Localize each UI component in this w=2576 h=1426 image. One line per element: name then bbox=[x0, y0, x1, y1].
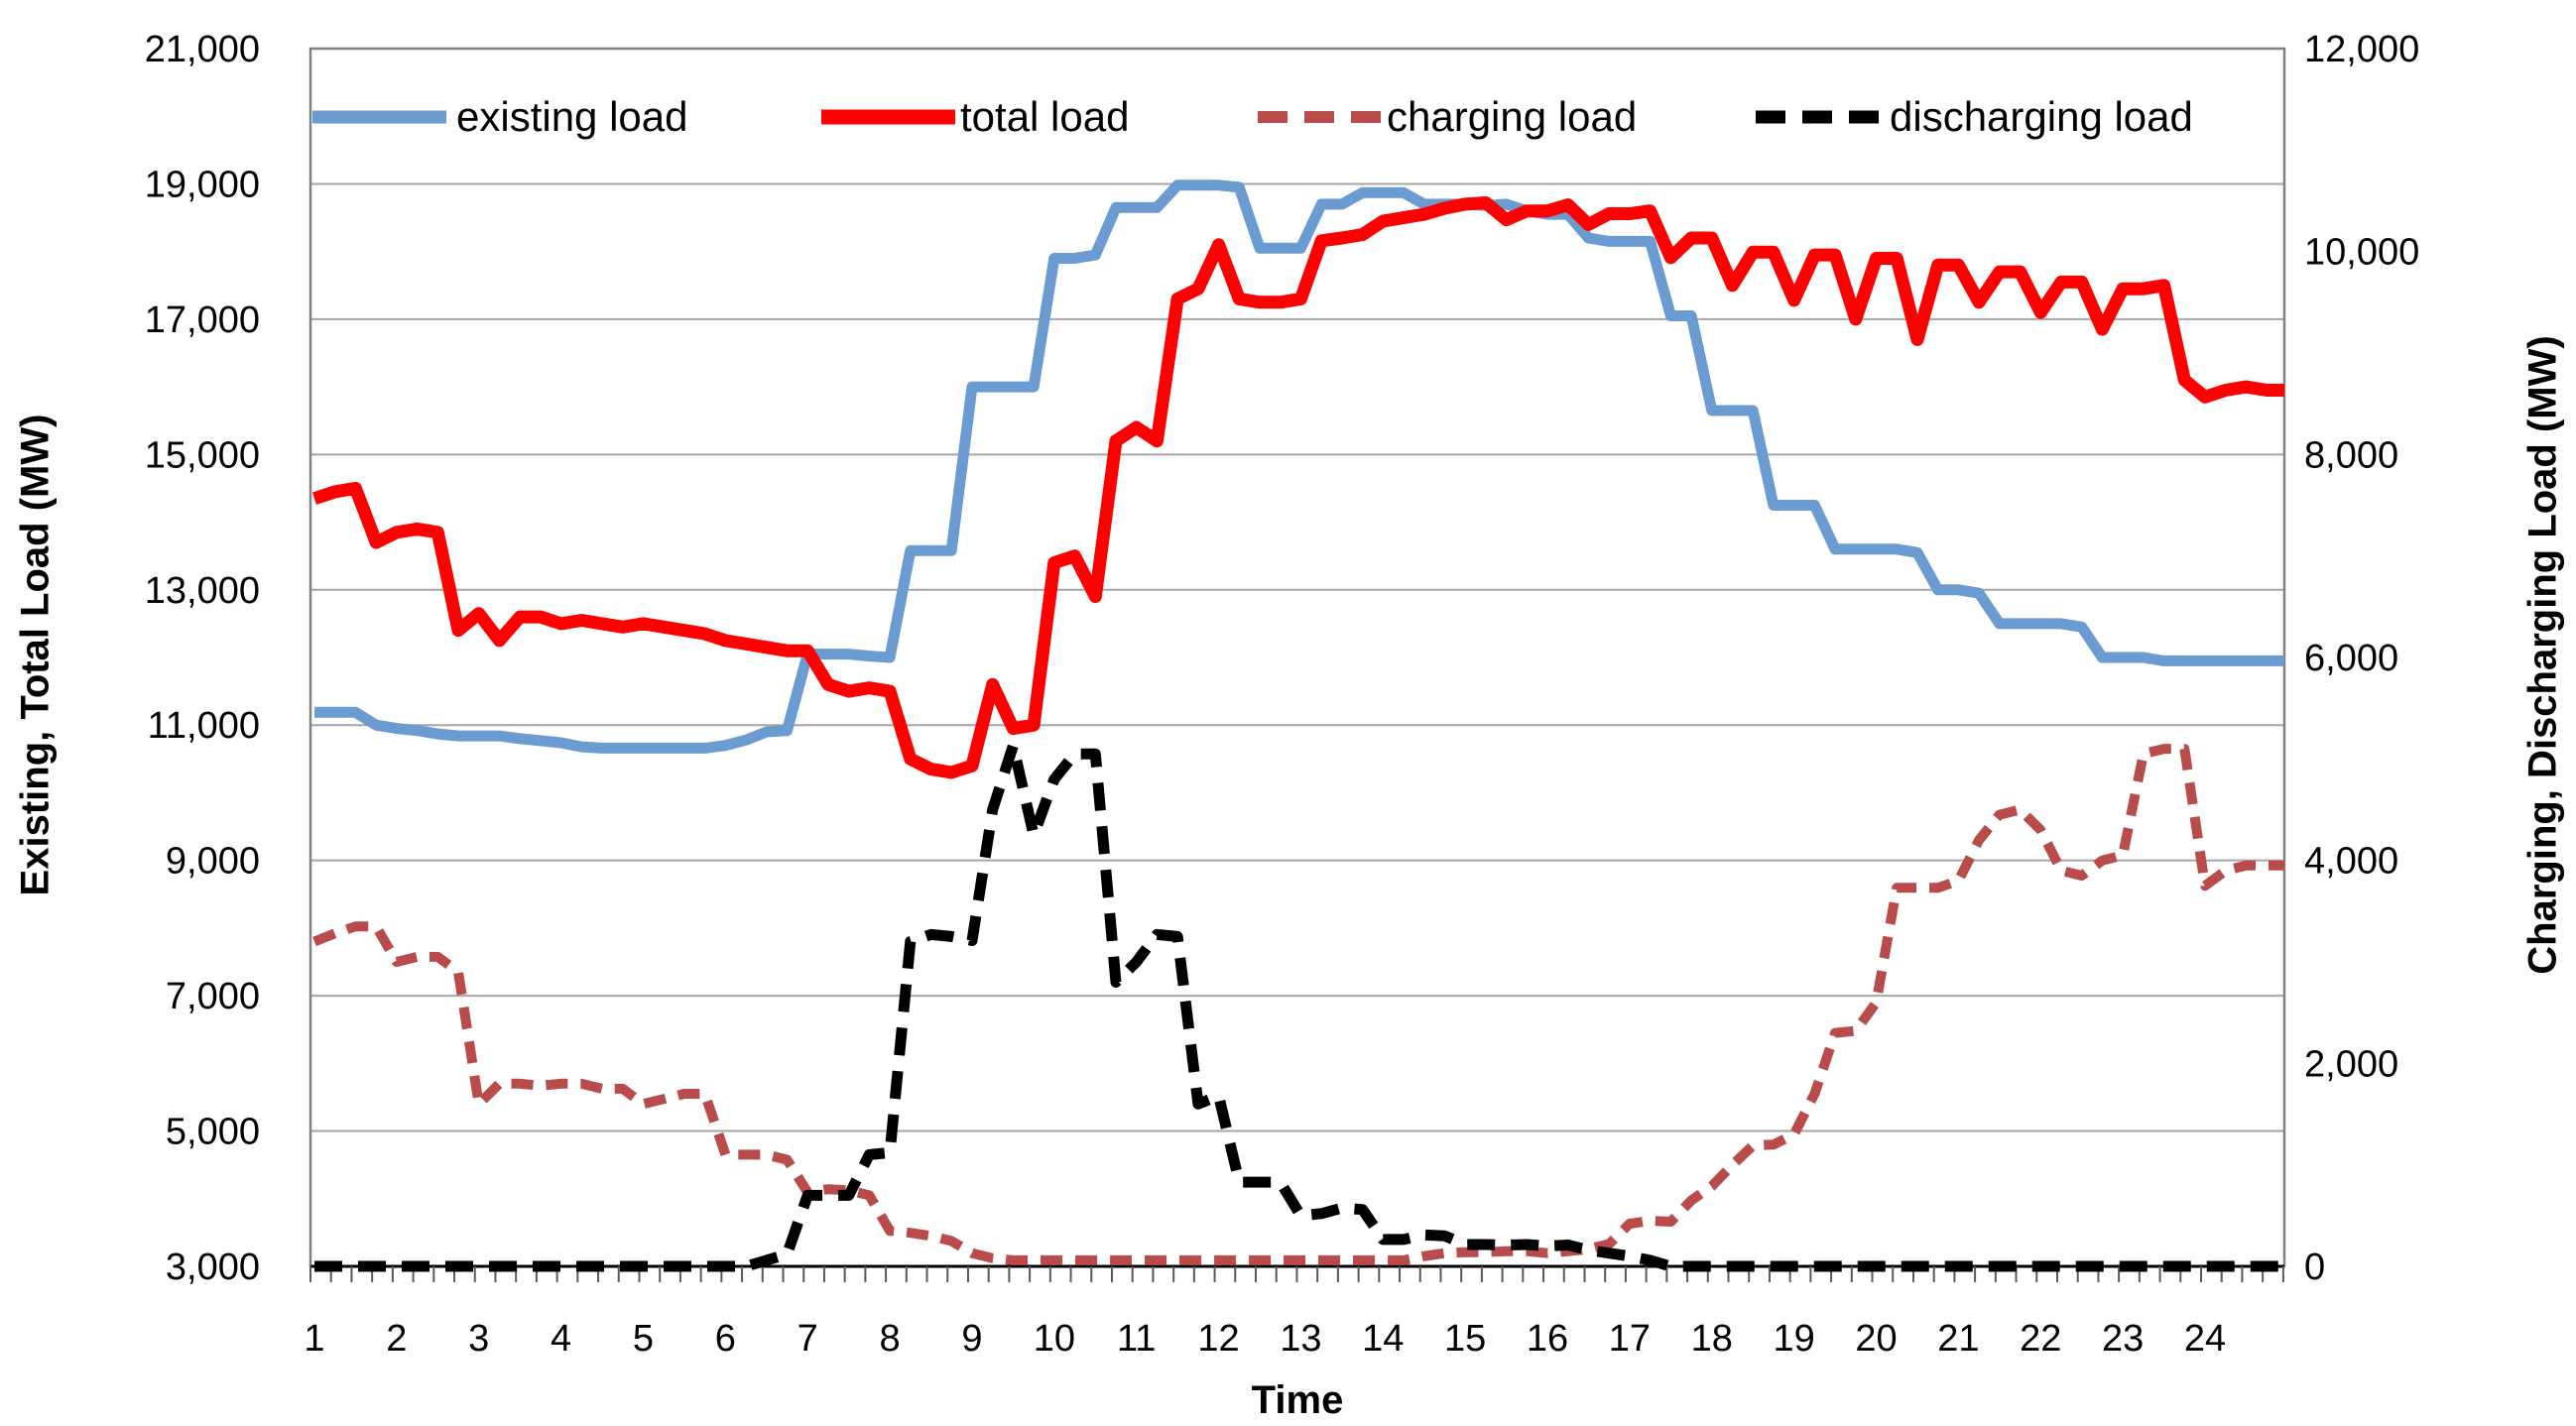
x-tick-label: 13 bbox=[1280, 1318, 1321, 1360]
x-tick-label: 5 bbox=[633, 1318, 654, 1360]
x-tick-label: 20 bbox=[1855, 1318, 1897, 1360]
y-left-tick-label: 15,000 bbox=[145, 434, 260, 476]
left-axis-title: Existing, Total Load (MW) bbox=[13, 414, 58, 896]
x-tick-label: 14 bbox=[1362, 1318, 1404, 1360]
legend-label-total-load: total load bbox=[960, 93, 1129, 140]
x-tick-label: 7 bbox=[797, 1318, 818, 1360]
x-axis-title: Time bbox=[1251, 1378, 1344, 1422]
x-tick-label: 23 bbox=[2102, 1318, 2144, 1360]
x-tick-label: 15 bbox=[1444, 1318, 1486, 1360]
y-right-tick-label: 6,000 bbox=[2304, 638, 2398, 679]
x-tick-label: 17 bbox=[1609, 1318, 1651, 1360]
series-charging-load-line bbox=[312, 744, 2284, 1265]
x-tick-label: 11 bbox=[1117, 1318, 1156, 1360]
y-right-tick-label: 12,000 bbox=[2304, 29, 2419, 70]
series-total-load-line bbox=[311, 196, 2284, 779]
x-tick-label: 12 bbox=[1197, 1318, 1239, 1360]
legend-label-charging-load: charging load bbox=[1387, 93, 1637, 140]
y-left-tick-label: 9,000 bbox=[166, 841, 260, 883]
y-left-tick-label: 3,000 bbox=[166, 1247, 260, 1288]
y-right-tick-label: 8,000 bbox=[2304, 434, 2398, 476]
x-tick-label: 1 bbox=[304, 1318, 324, 1360]
legend-label-existing-load: existing load bbox=[456, 93, 687, 140]
x-tick-label: 8 bbox=[880, 1318, 901, 1360]
x-tick-label: 19 bbox=[1774, 1318, 1815, 1360]
y-right-tick-label: 10,000 bbox=[2304, 232, 2419, 274]
y-left-tick-label: 11,000 bbox=[148, 705, 260, 747]
series-existing-load-line bbox=[314, 179, 2284, 754]
x-tick-label: 18 bbox=[1691, 1318, 1733, 1360]
x-tick-label: 10 bbox=[1034, 1318, 1075, 1360]
y-right-tick-label: 0 bbox=[2304, 1247, 2325, 1288]
series-discharging-load-line bbox=[314, 740, 2284, 1272]
y-right-tick-label: 2,000 bbox=[2304, 1043, 2398, 1085]
x-tick-label: 21 bbox=[1937, 1318, 1979, 1360]
y-right-tick-label: 4,000 bbox=[2304, 841, 2398, 883]
x-tick-label: 2 bbox=[386, 1318, 407, 1360]
x-tick-label: 16 bbox=[1527, 1318, 1568, 1360]
x-tick-label: 22 bbox=[2020, 1318, 2061, 1360]
legend-label-discharging-load: discharging load bbox=[1890, 93, 2193, 140]
y-left-tick-label: 7,000 bbox=[166, 976, 260, 1017]
x-tick-label: 4 bbox=[551, 1318, 571, 1360]
x-tick-label: 9 bbox=[961, 1318, 982, 1360]
y-left-tick-label: 13,000 bbox=[145, 570, 260, 612]
y-left-tick-label: 17,000 bbox=[145, 299, 260, 341]
x-tick-label: 3 bbox=[468, 1318, 489, 1360]
y-left-tick-label: 19,000 bbox=[145, 164, 260, 205]
x-tick-label: 24 bbox=[2184, 1318, 2226, 1360]
y-left-tick-label: 21,000 bbox=[145, 29, 260, 70]
plot-border bbox=[308, 47, 2286, 1268]
y-left-tick-label: 5,000 bbox=[166, 1112, 260, 1153]
x-tick-label: 6 bbox=[715, 1318, 736, 1360]
right-axis-title: Charging, Discharging Load (MW) bbox=[2520, 335, 2565, 975]
